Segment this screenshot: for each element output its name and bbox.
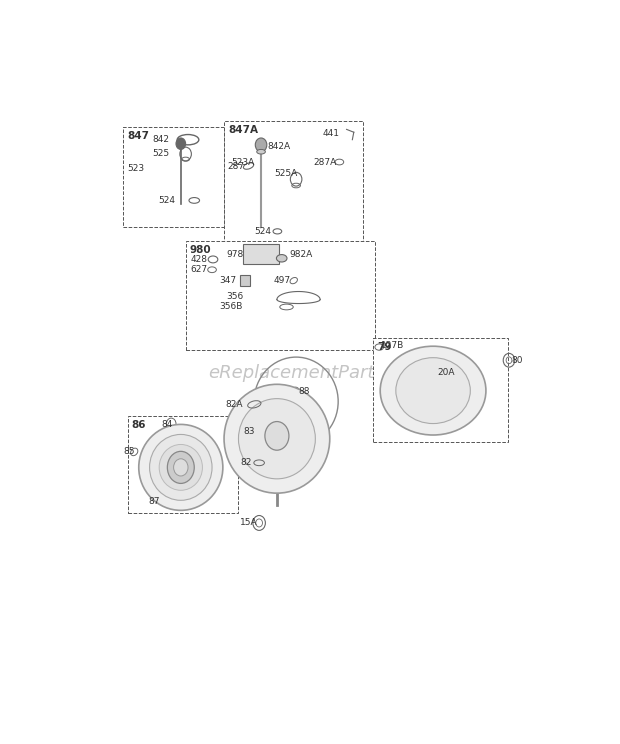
- FancyBboxPatch shape: [123, 126, 224, 227]
- Ellipse shape: [396, 358, 471, 423]
- Text: 627: 627: [190, 266, 208, 275]
- Text: 524: 524: [254, 227, 272, 236]
- FancyBboxPatch shape: [185, 241, 376, 350]
- Text: 428: 428: [190, 255, 208, 264]
- Circle shape: [167, 452, 194, 484]
- Text: 287: 287: [228, 161, 244, 170]
- Circle shape: [255, 138, 267, 152]
- Text: eReplacementParts.com: eReplacementParts.com: [208, 364, 428, 382]
- Text: 842: 842: [152, 135, 169, 144]
- Ellipse shape: [224, 385, 330, 493]
- Text: 847: 847: [127, 130, 149, 141]
- Text: 287A: 287A: [313, 158, 336, 167]
- Text: 86: 86: [132, 420, 146, 430]
- Text: 127B: 127B: [381, 341, 404, 350]
- Text: 441: 441: [322, 129, 340, 138]
- Text: 347: 347: [219, 276, 236, 285]
- Text: 978: 978: [226, 250, 244, 259]
- Text: 497: 497: [273, 276, 291, 285]
- Text: 87: 87: [149, 497, 160, 506]
- Text: 85: 85: [123, 447, 135, 456]
- Text: 15A: 15A: [240, 519, 257, 527]
- Ellipse shape: [380, 346, 486, 435]
- Text: 84: 84: [162, 420, 173, 429]
- Text: 82A: 82A: [226, 400, 243, 409]
- FancyBboxPatch shape: [240, 275, 250, 286]
- FancyBboxPatch shape: [373, 339, 508, 442]
- Text: 20A: 20A: [437, 368, 454, 377]
- Ellipse shape: [257, 150, 265, 154]
- Ellipse shape: [159, 444, 203, 490]
- Ellipse shape: [139, 424, 223, 510]
- Text: 523: 523: [127, 164, 144, 173]
- FancyBboxPatch shape: [128, 416, 239, 513]
- Text: 525: 525: [152, 149, 169, 158]
- Ellipse shape: [277, 254, 287, 262]
- Text: 356B: 356B: [219, 303, 242, 312]
- Ellipse shape: [149, 434, 212, 500]
- Text: 88: 88: [298, 388, 310, 397]
- Circle shape: [176, 138, 185, 150]
- FancyBboxPatch shape: [243, 244, 279, 264]
- Text: 79: 79: [377, 342, 391, 353]
- Text: 980: 980: [190, 245, 211, 255]
- Text: 82: 82: [240, 458, 251, 467]
- FancyBboxPatch shape: [224, 121, 363, 244]
- Text: 356: 356: [226, 292, 244, 301]
- Text: 982A: 982A: [289, 250, 312, 259]
- Text: 80: 80: [511, 356, 523, 365]
- Text: 523A: 523A: [231, 158, 254, 167]
- Ellipse shape: [239, 399, 316, 479]
- Circle shape: [265, 422, 289, 450]
- Text: 525A: 525A: [275, 169, 298, 178]
- Text: 83: 83: [243, 427, 255, 437]
- Text: 847A: 847A: [228, 125, 258, 135]
- Text: 524: 524: [158, 196, 175, 205]
- Text: 842A: 842A: [267, 142, 290, 151]
- Circle shape: [174, 459, 188, 476]
